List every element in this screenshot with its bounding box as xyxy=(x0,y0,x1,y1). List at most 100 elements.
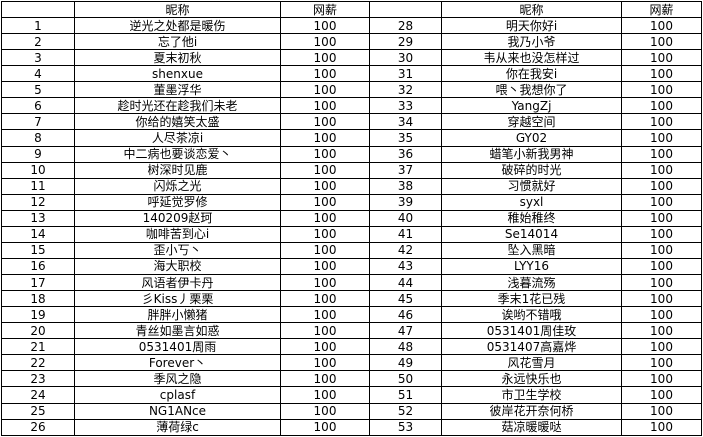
salary-cell: 100 xyxy=(280,241,370,259)
table-row: 16 海大职校 100 43 LYY16 100 xyxy=(1,257,702,276)
table-body: 1 逆光之处都是暖伤 100 28 明天你好i 100 2 忘了他i 100 29 我乃小爷 100 3… xyxy=(1,16,702,437)
salary-cell: 100 xyxy=(280,193,370,211)
nickname-cell: 市卫生学校 xyxy=(441,386,622,404)
salary-cell: 100 xyxy=(280,386,370,404)
nickname-cell: 你在我安i xyxy=(441,65,622,83)
row-number-cell: 40 xyxy=(369,209,442,227)
nickname-cell: 季末1花已残 xyxy=(441,290,622,308)
row-number-cell: 7 xyxy=(1,113,75,131)
nickname-cell: NG1ANce xyxy=(74,402,281,420)
nickname-cell: 诶哟不错哦 xyxy=(441,306,622,324)
salary-cell: 100 xyxy=(621,290,702,308)
nickname-cell: 我乃小爷 xyxy=(441,33,622,51)
row-number-cell: 29 xyxy=(369,33,442,51)
nickname-cell: 薄荷绿c xyxy=(74,418,281,437)
salary-cell: 100 xyxy=(280,97,370,115)
nickname-header-left: 昵称 xyxy=(74,1,281,18)
nickname-cell: 风语者伊卡丹 xyxy=(74,273,281,292)
nickname-cell: 永远快乐也 xyxy=(441,370,622,388)
row-number-cell: 12 xyxy=(1,193,75,211)
nickname-cell: 习惯就好 xyxy=(441,177,622,195)
table-row: 3 夏末初秋 100 30 韦从来也没怎样过 100 xyxy=(1,49,702,67)
nickname-cell: 0531407高嘉烨 xyxy=(441,338,622,356)
nickname-cell: GY02 xyxy=(441,129,622,147)
table-row: 19 胖胖小懒猪 100 46 诶哟不错哦 100 xyxy=(1,306,702,324)
row-number-cell: 15 xyxy=(1,241,75,259)
row-number-cell: 18 xyxy=(1,290,75,308)
row-number-cell: 28 xyxy=(369,16,442,35)
table-row: 14 咖啡苦到心i 100 41 Se14014 100 xyxy=(1,225,702,243)
salary-cell: 100 xyxy=(621,49,702,67)
nickname-cell: 穿越空间 xyxy=(441,113,622,131)
row-number-cell: 4 xyxy=(1,65,75,83)
nickname-cell: Forever丶 xyxy=(74,354,281,372)
row-number-cell: 26 xyxy=(1,418,75,437)
row-number-cell: 37 xyxy=(369,161,442,179)
table-row: 6 趁时光还在趁我们未老 100 33 YangZj 100 xyxy=(1,97,702,115)
nickname-cell: 彡Kiss丿栗栗 xyxy=(74,290,281,308)
nickname-cell: 树深时见鹿 xyxy=(74,161,281,179)
table-row: 15 歪小丂丶 100 42 坠入黑暗 100 xyxy=(1,241,702,259)
salary-cell: 100 xyxy=(280,16,370,35)
row-number-cell: 8 xyxy=(1,129,75,147)
row-number-cell: 9 xyxy=(1,145,75,163)
nickname-cell: 140209赵珂 xyxy=(74,209,281,227)
row-number-cell: 48 xyxy=(369,338,442,356)
row-number-cell: 19 xyxy=(1,306,75,324)
salary-cell: 100 xyxy=(621,241,702,259)
row-number-cell: 30 xyxy=(369,49,442,67)
row-number-cell: 52 xyxy=(369,402,442,420)
salary-cell: 100 xyxy=(621,97,702,115)
table-row: 18 彡Kiss丿栗栗 100 45 季末1花已残 100 xyxy=(1,290,702,308)
salary-cell: 100 xyxy=(621,273,702,292)
row-number-cell: 50 xyxy=(369,370,442,388)
table-row: 2 忘了他i 100 29 我乃小爷 100 xyxy=(1,33,702,51)
nickname-cell: shenxue xyxy=(74,65,281,83)
row-number-cell: 35 xyxy=(369,129,442,147)
row-number-cell: 21 xyxy=(1,338,75,356)
nickname-cell: 歪小丂丶 xyxy=(74,241,281,259)
nickname-cell: 破碎的时光 xyxy=(441,161,622,179)
table-row: 24 cplasf 100 51 市卫生学校 100 xyxy=(1,386,702,404)
salary-cell: 100 xyxy=(621,209,702,227)
salary-cell: 100 xyxy=(621,338,702,356)
nickname-cell: 你给的嬉笑太盛 xyxy=(74,113,281,131)
salary-cell: 100 xyxy=(621,370,702,388)
table-row: 9 中二病也要谈恋爱丶 100 36 蜡笔小新我男神 100 xyxy=(1,145,702,163)
row-number-cell: 36 xyxy=(369,145,442,163)
row-number-cell: 1 xyxy=(1,16,75,35)
salary-cell: 100 xyxy=(280,113,370,131)
row-number-cell: 45 xyxy=(369,290,442,308)
salary-cell: 100 xyxy=(280,33,370,51)
table-row: 20 青丝如墨言如惑 100 47 0531401周佳玫 100 xyxy=(1,322,702,340)
table-row: 25 NG1ANce 100 52 彼岸花开奈何桥 100 xyxy=(1,402,702,420)
nickname-cell: 夏末初秋 xyxy=(74,49,281,67)
nickname-cell: 0531401周佳玫 xyxy=(441,322,622,340)
table-row: 1 逆光之处都是暖伤 100 28 明天你好i 100 xyxy=(1,16,702,35)
salary-cell: 100 xyxy=(280,322,370,340)
nickname-cell: 喂丶我想你了 xyxy=(441,81,622,99)
salary-header-right: 网薪 xyxy=(621,1,702,18)
salary-cell: 100 xyxy=(280,81,370,99)
nickname-cell: 董墨浮华 xyxy=(74,81,281,99)
salary-cell: 100 xyxy=(280,225,370,243)
nickname-cell: 忘了他i xyxy=(74,33,281,51)
row-number-cell: 5 xyxy=(1,81,75,99)
table-row: 12 呼延觉罗修 100 39 syxl 100 xyxy=(1,193,702,211)
salary-cell: 100 xyxy=(621,322,702,340)
salary-cell: 100 xyxy=(621,306,702,324)
row-number-cell: 16 xyxy=(1,257,75,276)
row-number-cell: 39 xyxy=(369,193,442,211)
nickname-cell: YangZj xyxy=(441,97,622,115)
row-number-cell: 25 xyxy=(1,402,75,420)
salary-cell: 100 xyxy=(280,209,370,227)
row-number-cell: 22 xyxy=(1,354,75,372)
nickname-cell: 青丝如墨言如惑 xyxy=(74,322,281,340)
table-row: 5 董墨浮华 100 32 喂丶我想你了 100 xyxy=(1,81,702,99)
salary-cell: 100 xyxy=(621,65,702,83)
nickname-cell: 趁时光还在趁我们未老 xyxy=(74,97,281,115)
salary-cell: 100 xyxy=(280,338,370,356)
nickname-cell: 海大职校 xyxy=(74,257,281,276)
